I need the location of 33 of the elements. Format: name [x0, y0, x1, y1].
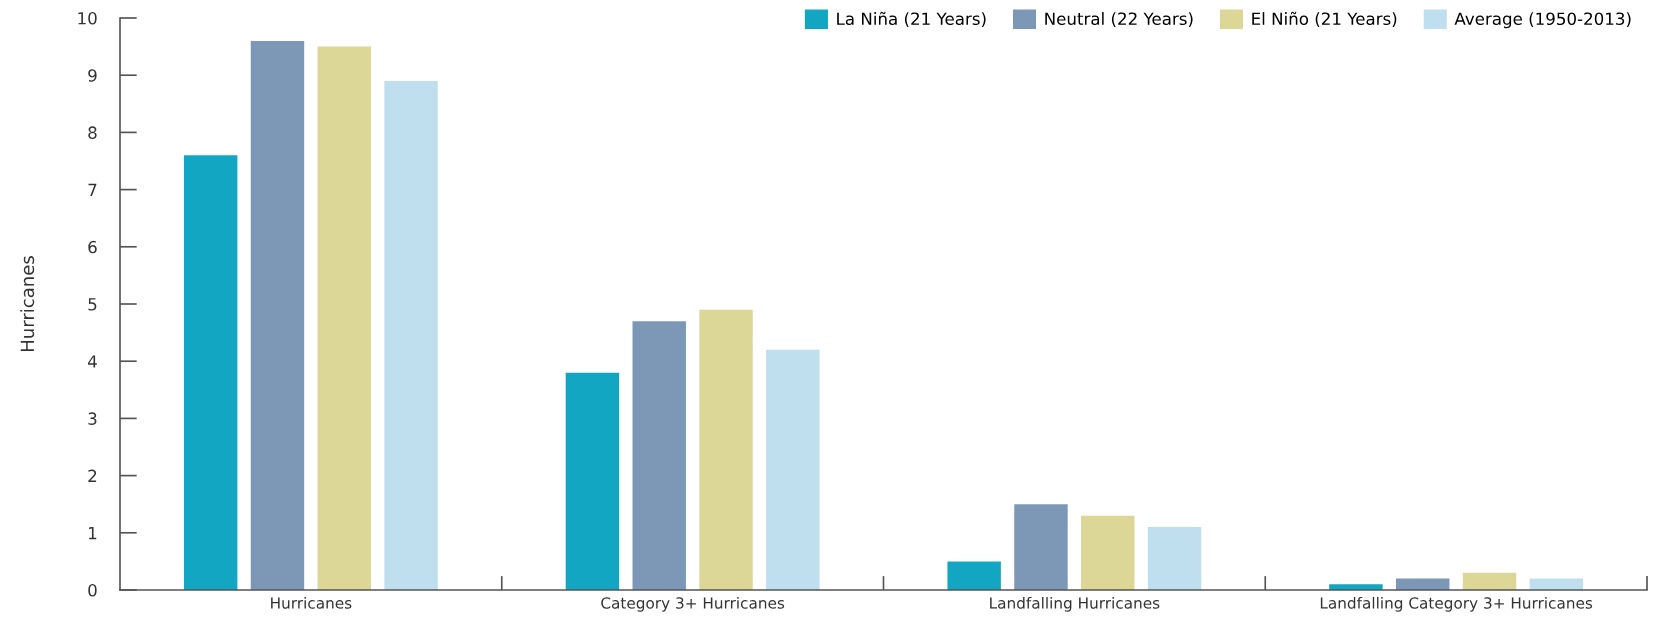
x-tick-label: Landfalling Category 3+ Hurricanes: [1320, 596, 1593, 612]
bar: [947, 561, 1001, 590]
y-tick-label: 6: [88, 240, 97, 254]
y-tick-label: 9: [88, 69, 97, 82]
legend-label: Neutral (22 Years): [1045, 12, 1193, 27]
x-tick-label: Landfalling Hurricanes: [990, 596, 1160, 612]
legend-label: El Niño (21 Years): [1252, 11, 1397, 27]
bar: [384, 80, 438, 590]
bar: [766, 349, 820, 590]
legend-label: Average (1950-2013): [1454, 12, 1631, 29]
y-tick-label: 2: [88, 469, 97, 482]
bar: [632, 321, 686, 590]
legend-label: La Niña (21 Years): [837, 11, 986, 27]
y-tick-label: 4: [87, 355, 97, 368]
y-tick-label: 0: [88, 583, 97, 597]
y-axis-title: Hurricanes: [20, 256, 35, 351]
bar: [250, 40, 305, 590]
x-tick-label: Hurricanes: [271, 596, 352, 609]
bar: [1147, 527, 1202, 590]
bar: [1462, 572, 1517, 590]
y-tick-label: 3: [88, 412, 97, 425]
bar: [317, 46, 371, 590]
y-tick-label: 7: [88, 183, 97, 196]
y-tick-label: 1: [89, 526, 97, 540]
y-tick-label: 8: [88, 126, 97, 139]
y-tick-label: 10: [78, 11, 97, 25]
bar: [1081, 515, 1135, 590]
bar: [183, 155, 238, 590]
bar: [1014, 504, 1068, 590]
bar: [699, 309, 753, 590]
bar: [565, 372, 620, 590]
x-tick-label: Category 3+ Hurricanes: [601, 596, 785, 612]
y-tick-label: 5: [88, 298, 97, 311]
